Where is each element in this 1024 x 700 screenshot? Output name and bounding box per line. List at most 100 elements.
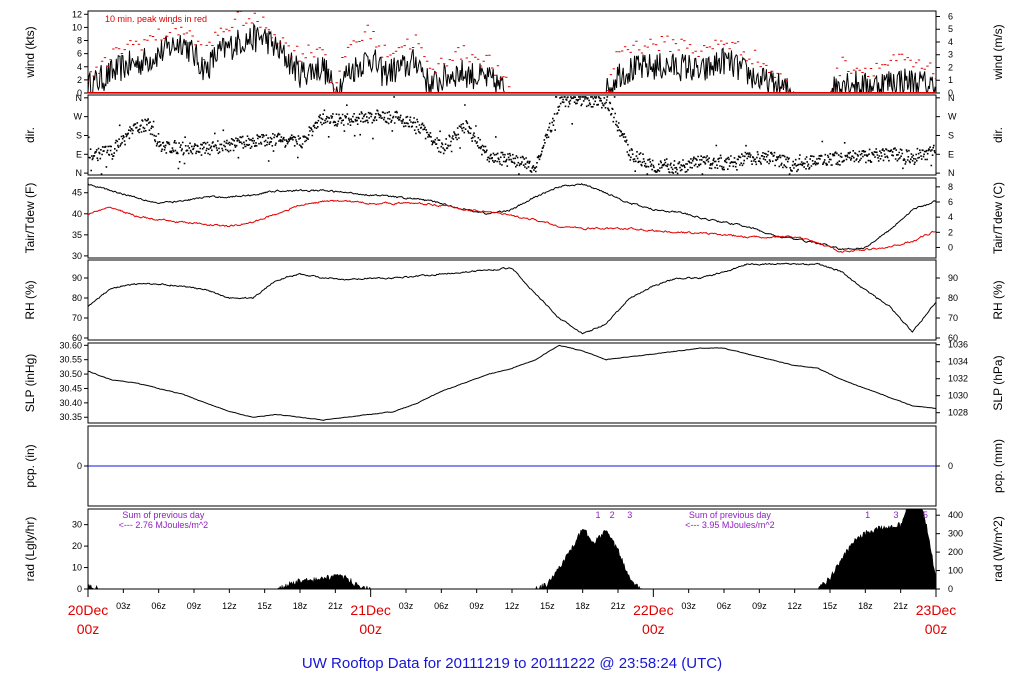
slp-right-tick-label: 1030 — [948, 391, 968, 401]
dir-left-tick-label: E — [76, 149, 82, 159]
day-tick-label: 21Dec — [350, 602, 390, 618]
hour-tick-label: 15z — [823, 601, 838, 611]
wind-ylabel-right: wind (m/s) — [991, 24, 1005, 80]
rad-ylabel: rad (Lgly/hr) — [23, 517, 37, 582]
day-tick-label: 23Dec — [916, 602, 956, 618]
slp-frame — [87, 342, 937, 424]
wind-peak-marks — [88, 11, 936, 93]
rh-right-tick-label: 80 — [948, 293, 958, 303]
pcp-ylabel: pcp. (in) — [23, 444, 37, 487]
rad-annotation: <--- 3.95 MJoules/m^2 — [685, 520, 775, 530]
rh-right-tick-label: 90 — [948, 273, 958, 283]
temp-right-tick-label: 8 — [948, 182, 953, 192]
rad-frame — [87, 508, 937, 590]
day-tick-hour-label: 00z — [642, 621, 665, 637]
rad-right-tick-label: 300 — [948, 529, 963, 539]
rad-left-tick-label: 30 — [72, 520, 82, 530]
rad-left-tick-label: 10 — [72, 563, 82, 573]
slp-left-tick-label: 30.35 — [59, 412, 82, 422]
wind-right-tick-label: 6 — [948, 11, 953, 21]
panel-pcp: 0 0 pcp. (in) pcp. (mm) — [23, 425, 1005, 507]
hour-tick-label: 12z — [505, 601, 520, 611]
hour-tick-label: 15z — [540, 601, 555, 611]
wind-right-tick-label: 4 — [948, 37, 953, 47]
hour-tick-label: 06z — [717, 601, 732, 611]
rad-right-tick-label: 0 — [948, 584, 953, 594]
time-axis: 03z 06z 09z 12z 15z 18z 21z 03z 06z 09z 12z 15z 18z 2… — [68, 589, 956, 637]
temp-left-tick-label: 40 — [72, 209, 82, 219]
wind-left-tick-label: 2 — [77, 75, 82, 85]
rad-ylabel-right: rad (W/m^2) — [991, 516, 1005, 582]
temp-Tair-line — [88, 183, 936, 251]
hour-tick-label: 12z — [787, 601, 802, 611]
temp-Tdew-line — [88, 199, 936, 253]
hour-tick-label: 03z — [399, 601, 414, 611]
hour-tick-label: 06z — [434, 601, 449, 611]
rh-right-tick-label: 70 — [948, 313, 958, 323]
hour-tick-label: 18z — [293, 601, 308, 611]
slp-SLP-line — [88, 344, 936, 421]
rh-right-tick-label: 60 — [948, 333, 958, 343]
wind-ylabel: wind (kts) — [23, 26, 37, 78]
wind-wind-line — [88, 22, 936, 93]
slp-right-tick-label: 1034 — [948, 357, 968, 367]
dir-series-group — [88, 96, 936, 175]
hour-tick-label: 21z — [328, 601, 343, 611]
wind-left-tick-label: 4 — [77, 62, 82, 72]
rad-left-tick-label: 0 — [77, 584, 82, 594]
hour-tick-label: 18z — [858, 601, 873, 611]
dir-right-tick-label: W — [948, 112, 957, 122]
wind-annotation: 10 min. peak winds in red — [105, 14, 207, 24]
rad-series-group — [88, 509, 936, 589]
rad-right-tick-label: 400 — [948, 510, 963, 520]
slp-right-tick-label: 1036 — [948, 340, 968, 350]
dir-right-tick-label: S — [948, 130, 954, 140]
temp-series-group — [88, 183, 936, 253]
hour-tick-label: 21z — [611, 601, 626, 611]
panel-slp: 30.35 30.40 30.45 30.50 30.55 30.60 1028 1030 10… — [23, 340, 1005, 424]
rh-ylabel-right: RH (%) — [991, 280, 1005, 319]
panel-temp: 30 35 40 45 0 2 4 6 8 Tair/Tdew (F) Tair/Tdew (C) — [23, 177, 1005, 261]
slp-series-group — [88, 344, 936, 421]
dir-right-tick-label: N — [948, 168, 955, 178]
day-tick-label: 22Dec — [633, 602, 673, 618]
dir-dir-points — [88, 96, 936, 175]
rad-left-tick-label: 20 — [72, 541, 82, 551]
hour-tick-label: 12z — [222, 601, 237, 611]
rad-right-tick-label: 100 — [948, 566, 963, 576]
hour-tick-label: 09z — [469, 601, 484, 611]
slp-ylabel: SLP (inHg) — [23, 354, 37, 412]
dir-left-tick-label: N — [76, 93, 83, 103]
day-tick-hour-label: 00z — [359, 621, 382, 637]
rad-right-tick-label: 200 — [948, 547, 963, 557]
temp-right-tick-label: 2 — [948, 227, 953, 237]
dir-right-tick-label: E — [948, 149, 954, 159]
pcp-ylabel-right: pcp. (mm) — [991, 439, 1005, 493]
rad-rad-area — [88, 509, 936, 589]
dir-left-tick-label: W — [74, 112, 83, 122]
hour-tick-label: 03z — [116, 601, 131, 611]
chart-title: UW Rooftop Data for 20111219 to 20111222… — [302, 655, 722, 672]
wind-left-tick-label: 12 — [72, 9, 82, 19]
temp-right-tick-label: 4 — [948, 212, 953, 222]
hour-tick-label: 09z — [752, 601, 767, 611]
pcp-right-tick-label: 0 — [948, 461, 953, 471]
wind-left-tick-label: 6 — [77, 49, 82, 59]
slp-right-tick-label: 1032 — [948, 374, 968, 384]
slp-left-tick-label: 30.45 — [59, 383, 82, 393]
hour-tick-label: 15z — [257, 601, 272, 611]
panel-rh: 60 70 80 90 60 70 80 90 RH (%) RH (%) — [23, 259, 1005, 343]
wind-series-group — [88, 11, 936, 93]
rad-annotation: 1 — [865, 510, 870, 520]
rad-annotation: <--- 2.76 MJoules/m^2 — [119, 520, 209, 530]
wind-right-tick-label: 5 — [948, 24, 953, 34]
rad-annotation: 2 — [610, 510, 615, 520]
rh-left-tick-label: 90 — [72, 273, 82, 283]
hour-tick-label: 06z — [151, 601, 166, 611]
rh-left-tick-label: 70 — [72, 313, 82, 323]
hour-tick-label: 18z — [575, 601, 590, 611]
